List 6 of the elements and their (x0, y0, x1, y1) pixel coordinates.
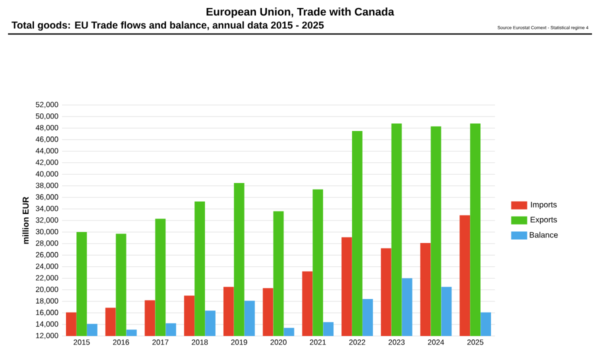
legend-label: Imports (531, 202, 557, 210)
chart-subtitle: Total goods: EU Trade flows and balance, annual data 2015 - 2025 (12, 21, 324, 31)
chart-title: European Union, Trade with Canada (206, 8, 394, 18)
legend-label: Exports (530, 216, 557, 224)
legend-label: Balance (530, 232, 558, 238)
y-axis-title: million EUR (22, 196, 29, 244)
